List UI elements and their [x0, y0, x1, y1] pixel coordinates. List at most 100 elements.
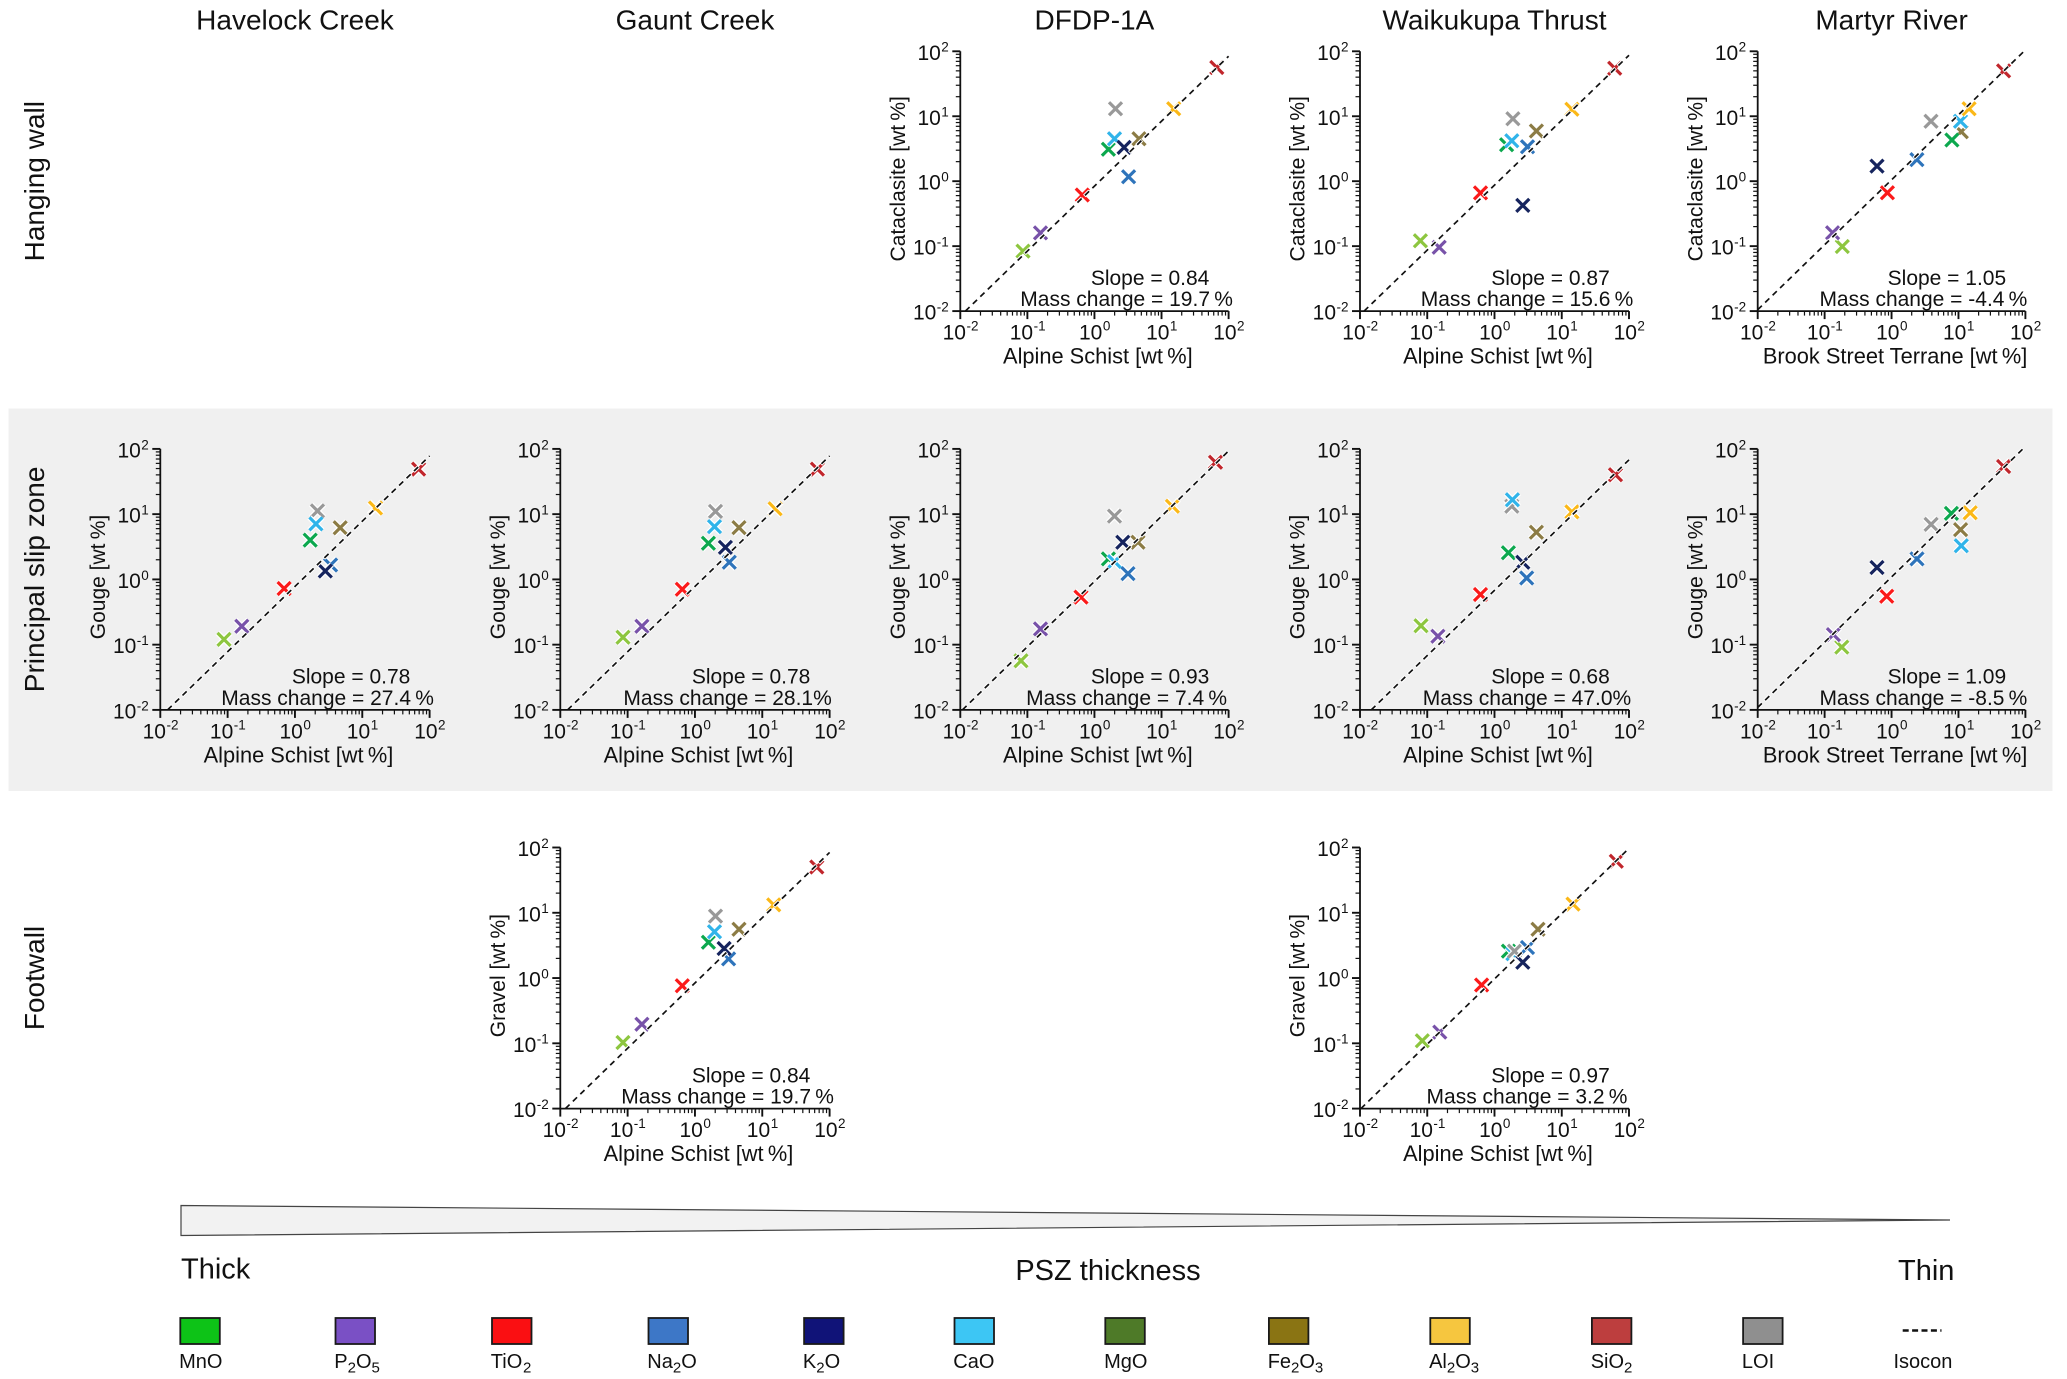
svg-text:0: 0: [541, 568, 549, 583]
svg-text:1: 1: [141, 503, 149, 518]
svg-text:10: 10: [2010, 322, 2033, 345]
svg-text:10: 10: [513, 1034, 536, 1057]
svg-text:Slope = 0.84: Slope = 0.84: [692, 1064, 811, 1087]
svg-text:1: 1: [1967, 718, 1975, 733]
svg-text:10: 10: [1546, 721, 1569, 744]
svg-text:10: 10: [1715, 42, 1738, 65]
svg-text:Mass change = 27.4 %: Mass change = 27.4 %: [221, 687, 434, 710]
svg-text:10: 10: [1010, 721, 1033, 744]
svg-text:0: 0: [703, 718, 711, 733]
svg-text:0: 0: [1341, 568, 1349, 583]
svg-text:2: 2: [1291, 1360, 1299, 1377]
svg-text:1: 1: [541, 901, 549, 916]
svg-text:10: 10: [1546, 322, 1569, 345]
svg-text:2: 2: [1237, 718, 1245, 733]
svg-text:10: 10: [1943, 322, 1966, 345]
svg-text:CaO: CaO: [953, 1351, 994, 1373]
svg-text:10: 10: [1213, 322, 1236, 345]
svg-text:10: 10: [610, 1119, 633, 1142]
svg-text:10: 10: [943, 721, 966, 744]
svg-text:10: 10: [1213, 721, 1236, 744]
svg-text:Slope = 1.09: Slope = 1.09: [1888, 666, 2007, 689]
svg-text:10: 10: [543, 1119, 566, 1142]
svg-text:10: 10: [917, 172, 940, 195]
svg-text:10: 10: [1079, 721, 1102, 744]
svg-text:Na: Na: [647, 1351, 673, 1373]
svg-text:0: 0: [541, 966, 549, 981]
svg-text:SiO: SiO: [1591, 1351, 1624, 1373]
svg-text:Alpine Schist [wt %]: Alpine Schist [wt %]: [1403, 344, 1593, 369]
svg-text:2: 2: [673, 1360, 681, 1377]
svg-text:TiO: TiO: [491, 1351, 522, 1373]
svg-text:Principal slip zone: Principal slip zone: [19, 467, 50, 693]
svg-text:10: 10: [1313, 635, 1336, 658]
svg-text:0: 0: [141, 568, 149, 583]
svg-text:10: 10: [1807, 721, 1830, 744]
svg-text:2: 2: [1341, 40, 1349, 55]
svg-text:-2: -2: [967, 718, 979, 733]
svg-text:Cataclasite [wt %]: Cataclasite [wt %]: [887, 96, 910, 261]
svg-text:-2: -2: [1734, 698, 1746, 713]
svg-text:10: 10: [1317, 838, 1340, 861]
svg-text:1: 1: [1341, 503, 1349, 518]
svg-text:Alpine Schist [wt %]: Alpine Schist [wt %]: [604, 1141, 794, 1166]
svg-text:10: 10: [1342, 721, 1365, 744]
svg-text:10: 10: [210, 721, 233, 744]
svg-text:-2: -2: [137, 698, 149, 713]
svg-text:10: 10: [917, 505, 940, 528]
svg-text:-1: -1: [634, 718, 646, 733]
svg-text:10: 10: [913, 302, 936, 325]
svg-text:10: 10: [517, 439, 540, 462]
svg-text:10: 10: [1317, 107, 1340, 130]
svg-text:LOI: LOI: [1742, 1351, 1774, 1373]
svg-text:PSZ thickness: PSZ thickness: [1015, 1255, 1200, 1287]
svg-text:10: 10: [917, 439, 940, 462]
svg-text:0: 0: [1900, 718, 1908, 733]
svg-text:0: 0: [1503, 319, 1511, 334]
svg-text:Gouge [wt %]: Gouge [wt %]: [1684, 515, 1707, 639]
svg-text:2: 2: [1637, 319, 1645, 334]
svg-text:0: 0: [1341, 966, 1349, 981]
svg-text:1: 1: [371, 718, 379, 733]
svg-text:1: 1: [1967, 319, 1975, 334]
svg-text:Gouge [wt %]: Gouge [wt %]: [87, 515, 110, 639]
svg-text:10: 10: [517, 570, 540, 593]
svg-text:Mass change = 3.2 %: Mass change = 3.2 %: [1427, 1086, 1628, 1109]
svg-text:10: 10: [117, 439, 140, 462]
svg-text:10: 10: [414, 721, 437, 744]
svg-text:10: 10: [1740, 322, 1763, 345]
svg-text:10: 10: [513, 635, 536, 658]
svg-text:10: 10: [913, 237, 936, 260]
svg-text:-1: -1: [1034, 718, 1046, 733]
svg-text:-1: -1: [1831, 718, 1843, 733]
svg-text:10: 10: [1715, 505, 1738, 528]
svg-text:10: 10: [1313, 237, 1336, 260]
svg-text:Thin: Thin: [1898, 1255, 1954, 1287]
svg-text:1: 1: [1570, 718, 1578, 733]
svg-text:1: 1: [1170, 319, 1178, 334]
svg-text:5: 5: [372, 1360, 380, 1377]
svg-text:O: O: [681, 1351, 697, 1373]
svg-text:10: 10: [1876, 322, 1899, 345]
svg-text:0: 0: [1341, 170, 1349, 185]
svg-text:10: 10: [517, 969, 540, 992]
svg-text:2: 2: [1637, 718, 1645, 733]
svg-text:0: 0: [303, 718, 311, 733]
svg-text:Gouge [wt %]: Gouge [wt %]: [887, 515, 910, 639]
svg-text:-1: -1: [1433, 1116, 1445, 1131]
svg-text:0: 0: [1739, 568, 1747, 583]
svg-text:2: 2: [541, 836, 549, 851]
svg-text:10: 10: [1614, 1119, 1637, 1142]
svg-text:10: 10: [747, 721, 770, 744]
svg-text:Slope = 1.05: Slope = 1.05: [1888, 267, 2007, 290]
svg-text:Slope = 0.84: Slope = 0.84: [1091, 267, 1210, 290]
svg-text:2: 2: [1624, 1360, 1632, 1377]
svg-text:2: 2: [838, 718, 846, 733]
svg-text:10: 10: [1410, 1119, 1433, 1142]
svg-text:10: 10: [1410, 721, 1433, 744]
svg-text:Alpine Schist [wt %]: Alpine Schist [wt %]: [604, 742, 794, 767]
svg-text:Cataclasite [wt %]: Cataclasite [wt %]: [1287, 96, 1310, 261]
svg-text:MnO: MnO: [179, 1351, 222, 1373]
svg-text:10: 10: [1715, 172, 1738, 195]
svg-text:10: 10: [913, 635, 936, 658]
